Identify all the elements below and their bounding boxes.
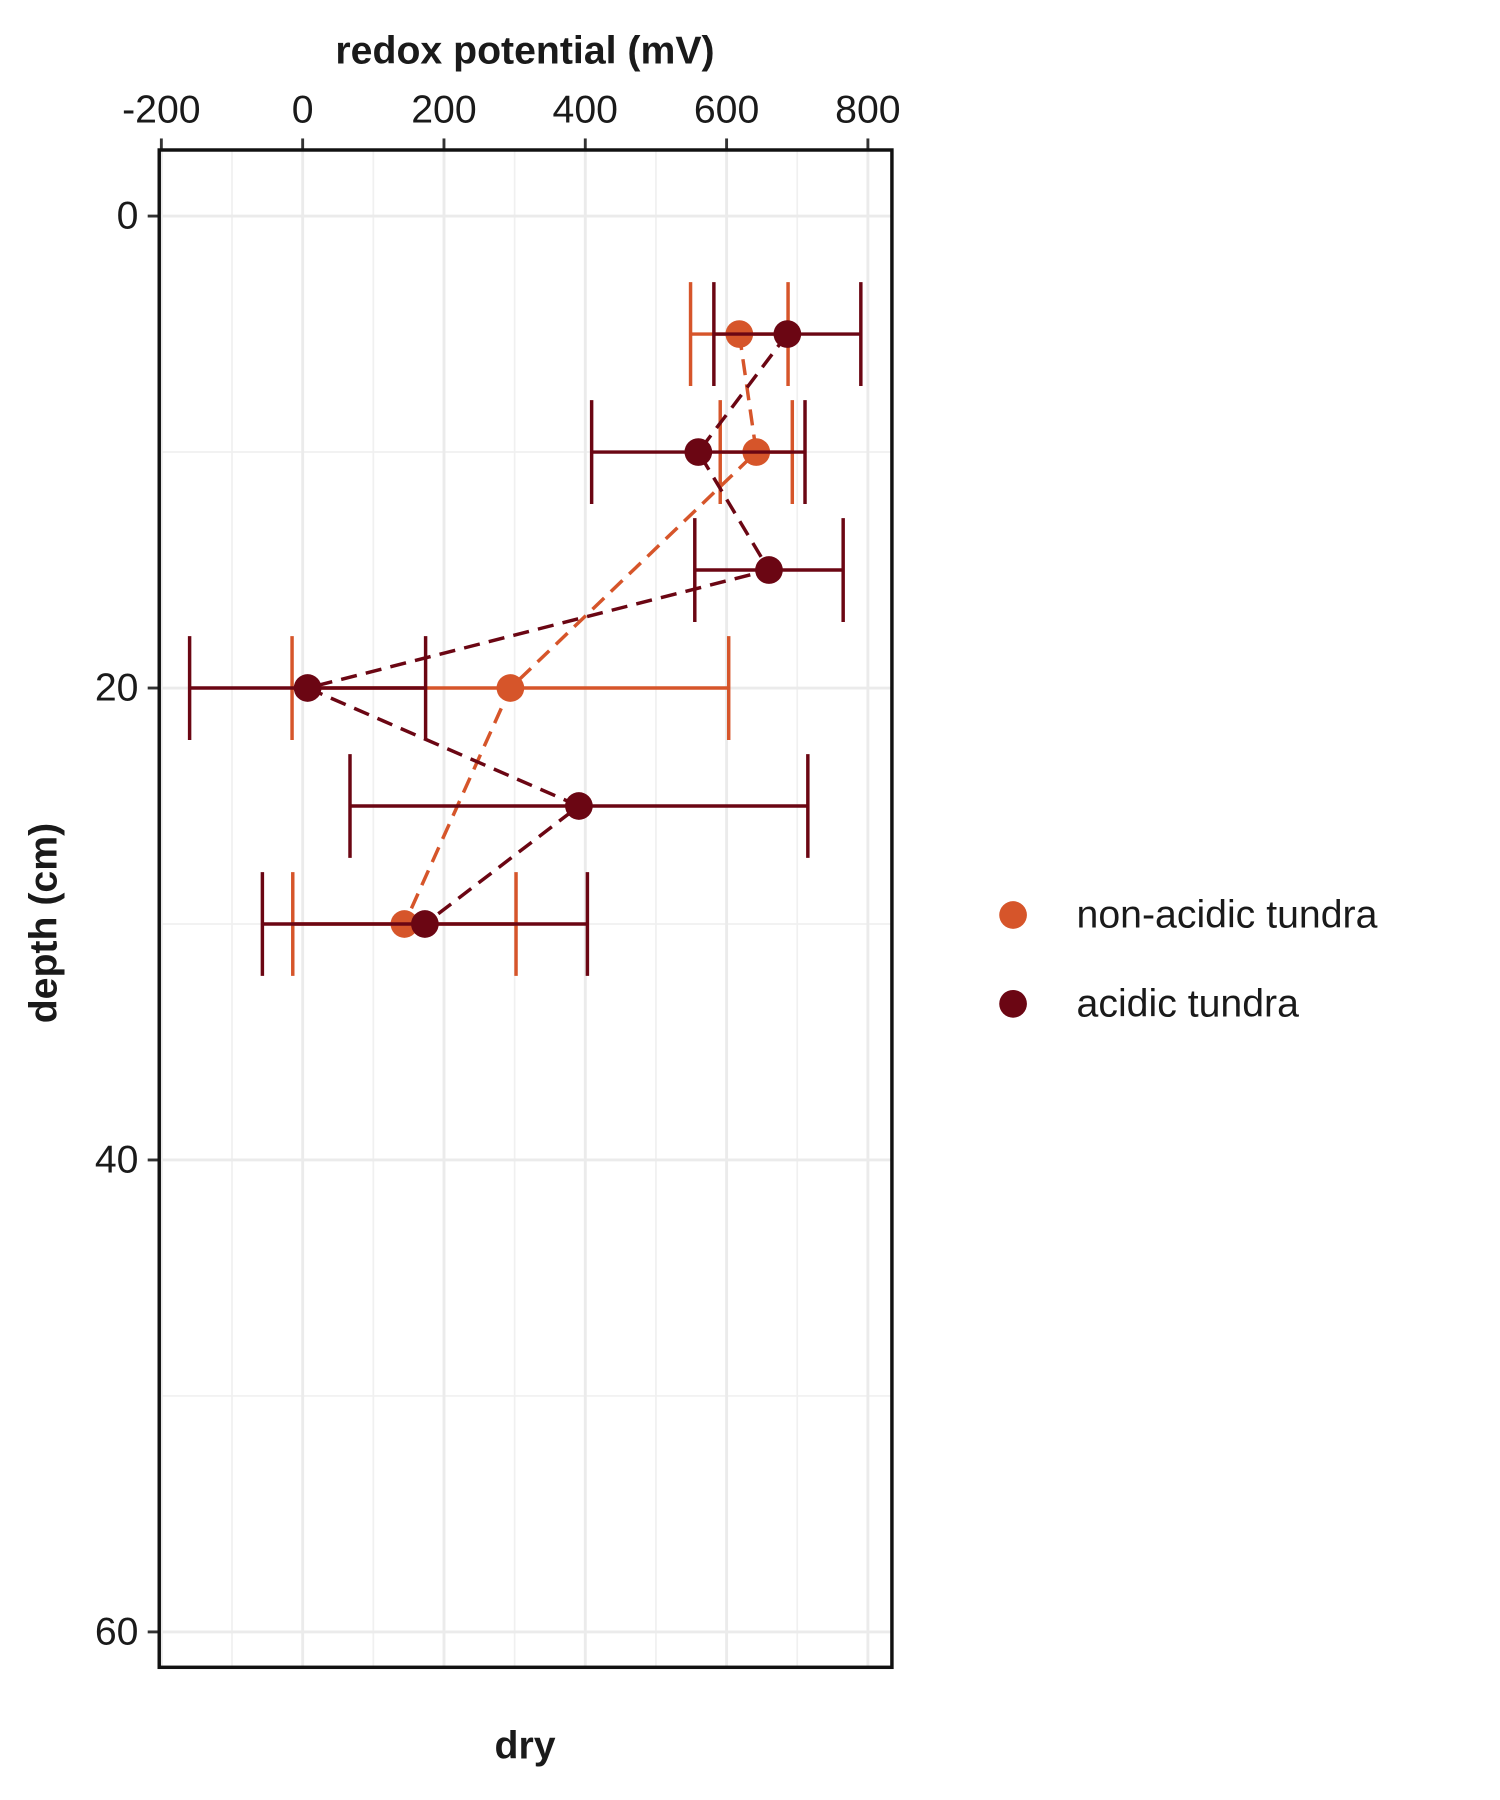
x-tick-label: 800 [835,87,900,131]
point [565,792,593,820]
series-line [402,333,759,925]
legend-label: non-acidic tundra [1077,893,1378,937]
y-tick-label: 0 [117,194,139,238]
plot-border [157,148,894,1670]
point [755,556,783,584]
point [773,320,802,348]
x-tick-label: -200 [122,87,200,131]
point [411,910,439,938]
x-axis-title: redox potential (mV) [335,28,714,72]
point [293,674,322,702]
y-tick-label: 60 [95,1610,139,1654]
legend-marker [999,990,1027,1018]
x-tick-label: 200 [411,87,476,131]
legend-marker [999,901,1027,929]
y-tick-label: 40 [95,1138,139,1182]
y-tick-label: 20 [95,666,139,710]
facet-label: dry [494,1723,555,1767]
x-tick-label: 400 [553,87,618,131]
legend-label: acidic tundra [1077,982,1300,1026]
x-tick-label: 600 [694,87,759,131]
point [684,438,713,466]
y-axis-title: depth (cm) [22,823,66,1023]
series-line [302,333,789,926]
x-tick-label: 0 [292,87,314,131]
point [496,674,525,702]
